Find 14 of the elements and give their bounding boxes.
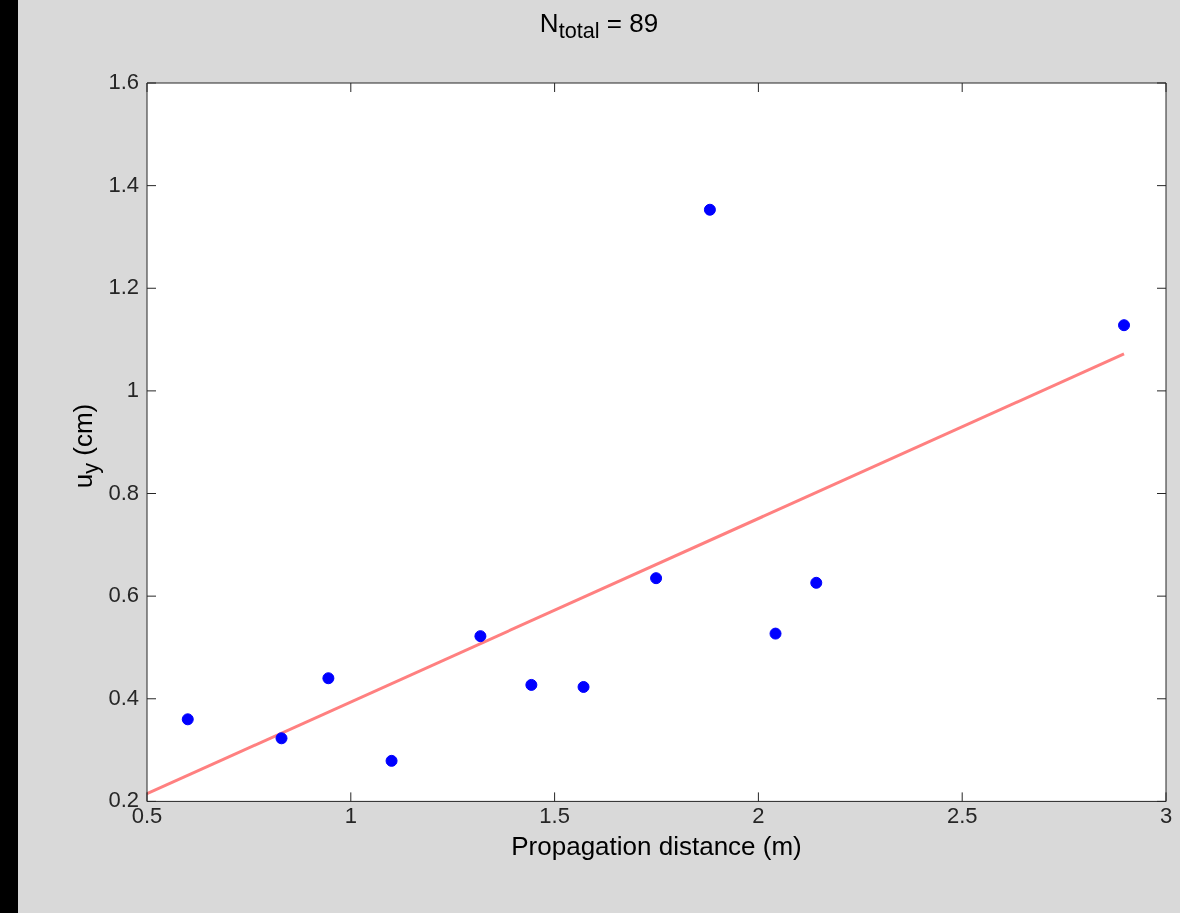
y-tick-label: 1.2 xyxy=(108,274,139,300)
y-tick-label: 1 xyxy=(126,376,139,402)
x-tick-label: 3 xyxy=(1159,802,1173,828)
chart-title: N$_{total}$ = 89 xyxy=(538,8,660,45)
x-tick-label: 2.5 xyxy=(946,802,978,828)
x-tick-label: 2 xyxy=(752,802,765,828)
y-tick-label: 1.4 xyxy=(108,171,139,197)
y-tick-label: 1.6 xyxy=(108,69,139,95)
y-tick-label: 0.6 xyxy=(108,582,139,608)
x-axis-title: Propagation distance (m) xyxy=(511,830,802,861)
x-tick-label: 1 xyxy=(344,802,357,828)
y-tick-label: 0.8 xyxy=(108,479,139,505)
x-tick-label: 1.5 xyxy=(539,802,570,828)
y-tick-label: 0.4 xyxy=(108,684,139,710)
